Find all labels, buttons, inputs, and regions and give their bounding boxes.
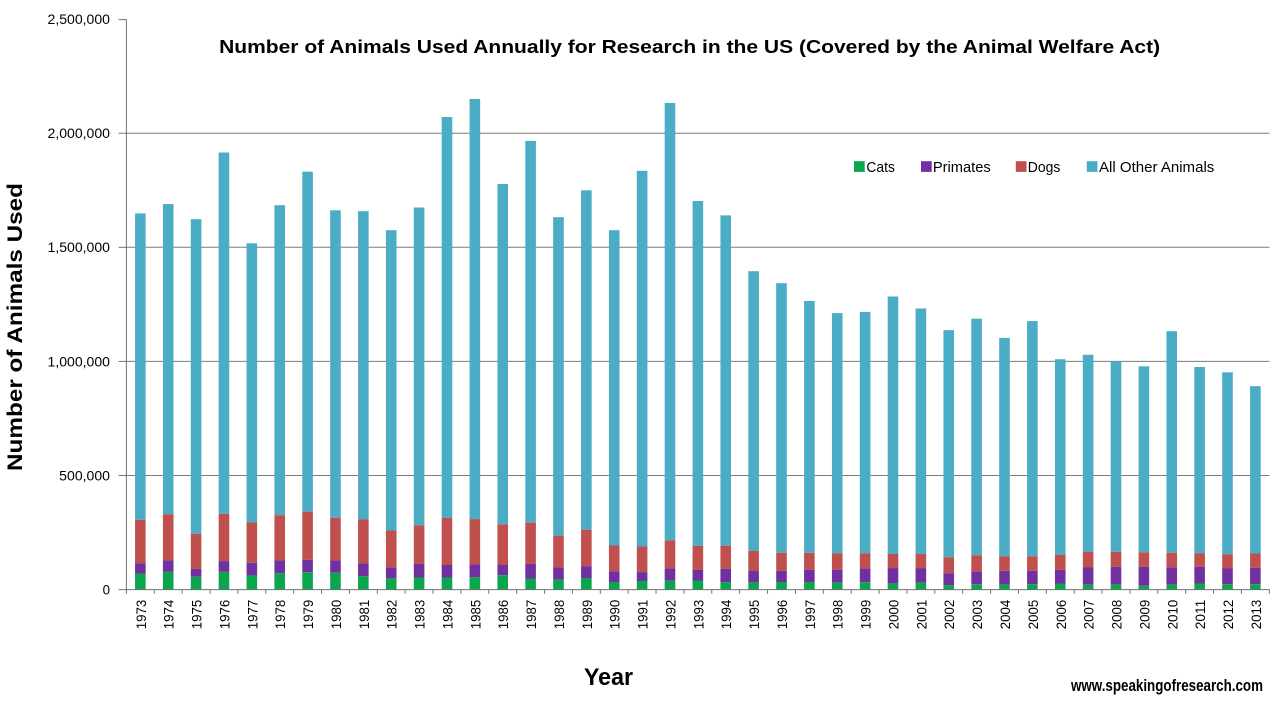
svg-text:1993: 1993 bbox=[690, 600, 706, 630]
svg-text:Number of Animals Used Annuall: Number of Animals Used Annually for Rese… bbox=[219, 37, 1160, 57]
svg-text:2000: 2000 bbox=[885, 600, 901, 630]
svg-text:1980: 1980 bbox=[328, 600, 344, 630]
svg-text:2,000,000: 2,000,000 bbox=[48, 126, 111, 141]
svg-text:1989: 1989 bbox=[579, 600, 595, 630]
svg-text:1990: 1990 bbox=[607, 600, 623, 630]
svg-text:2013: 2013 bbox=[1248, 600, 1264, 630]
svg-text:1988: 1988 bbox=[551, 600, 567, 630]
svg-text:1981: 1981 bbox=[356, 600, 372, 630]
svg-text:2002: 2002 bbox=[941, 600, 957, 630]
svg-text:1984: 1984 bbox=[439, 600, 455, 630]
svg-text:1987: 1987 bbox=[523, 600, 539, 630]
svg-text:1973: 1973 bbox=[133, 600, 149, 630]
svg-text:1976: 1976 bbox=[216, 600, 232, 630]
svg-text:500,000: 500,000 bbox=[59, 469, 110, 484]
svg-text:Cats: Cats bbox=[866, 159, 895, 176]
svg-text:1991: 1991 bbox=[635, 600, 651, 630]
svg-text:1998: 1998 bbox=[830, 600, 846, 630]
svg-text:1994: 1994 bbox=[718, 600, 734, 630]
svg-text:1992: 1992 bbox=[662, 600, 678, 630]
svg-text:2004: 2004 bbox=[997, 600, 1013, 630]
svg-text:1982: 1982 bbox=[384, 600, 400, 630]
svg-text:1986: 1986 bbox=[495, 600, 511, 630]
svg-text:1997: 1997 bbox=[802, 600, 818, 630]
svg-text:Primates: Primates bbox=[933, 159, 991, 176]
svg-text:2003: 2003 bbox=[969, 600, 985, 630]
svg-text:1979: 1979 bbox=[300, 600, 316, 630]
svg-text:1978: 1978 bbox=[272, 600, 288, 630]
svg-text:Year: Year bbox=[584, 664, 633, 691]
svg-text:2012: 2012 bbox=[1220, 600, 1236, 630]
svg-text:2,500,000: 2,500,000 bbox=[48, 12, 111, 27]
svg-text:1996: 1996 bbox=[774, 600, 790, 630]
svg-text:1983: 1983 bbox=[412, 600, 428, 630]
svg-text:1,000,000: 1,000,000 bbox=[48, 354, 111, 369]
svg-text:2011: 2011 bbox=[1192, 599, 1208, 629]
svg-text:1977: 1977 bbox=[244, 600, 260, 630]
svg-text:All Other Animals: All Other Animals bbox=[1099, 159, 1214, 176]
svg-text:1975: 1975 bbox=[189, 600, 205, 630]
svg-text:2009: 2009 bbox=[1136, 600, 1152, 630]
svg-text:Number of Animals Used: Number of Animals Used bbox=[4, 183, 27, 471]
svg-text:2010: 2010 bbox=[1164, 600, 1180, 630]
svg-text:1999: 1999 bbox=[858, 600, 874, 630]
svg-text:Dogs: Dogs bbox=[1028, 159, 1061, 176]
svg-text:1985: 1985 bbox=[467, 600, 483, 630]
svg-text:2005: 2005 bbox=[1025, 600, 1041, 630]
svg-text:2008: 2008 bbox=[1109, 600, 1125, 630]
svg-text:2001: 2001 bbox=[913, 600, 929, 630]
svg-text:1,500,000: 1,500,000 bbox=[48, 240, 111, 255]
svg-text:www.speakingofresearch.com: www.speakingofresearch.com bbox=[1070, 676, 1263, 695]
svg-text:1974: 1974 bbox=[161, 600, 177, 630]
svg-text:1995: 1995 bbox=[746, 600, 762, 630]
svg-text:2007: 2007 bbox=[1081, 600, 1097, 630]
svg-text:0: 0 bbox=[103, 583, 110, 598]
svg-text:2006: 2006 bbox=[1053, 600, 1069, 630]
